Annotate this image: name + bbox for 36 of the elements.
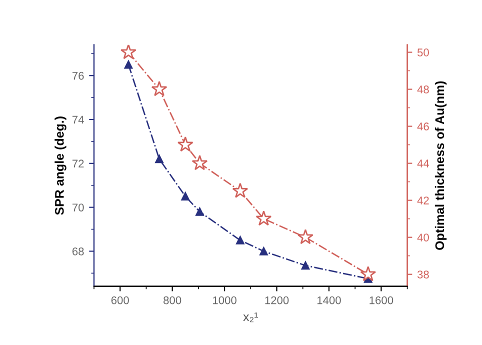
y2-tick-label: 38 [417, 270, 429, 278]
y2-axis-title: Optimal thickness of Au(nm) [434, 81, 447, 250]
y-tick-label: 76 [72, 72, 84, 80]
point [232, 182, 248, 198]
y2-tick-label: 44 [417, 160, 430, 168]
point [181, 192, 190, 201]
point [260, 247, 268, 256]
point [177, 136, 194, 152]
y-tick-label: 68 [72, 247, 84, 256]
y2-tick-label: 48 [417, 86, 429, 94]
point [196, 208, 204, 216]
point [124, 60, 133, 69]
x-tick-label: 800 [164, 296, 182, 304]
y-tick-label: 72 [72, 160, 84, 168]
x-axis-title: x₂¹ [243, 312, 258, 322]
point [301, 261, 310, 270]
point [360, 266, 376, 282]
x-tick-label: 1400 [317, 296, 341, 304]
y2-tick-label: 46 [417, 122, 429, 130]
x-tick-label: 1600 [370, 296, 394, 304]
point [192, 154, 208, 170]
y2-tick-label: 40 [417, 234, 429, 242]
x-tick-label: 1000 [213, 296, 236, 304]
point [298, 228, 314, 244]
x-tick-label: 1200 [265, 296, 289, 304]
point [256, 210, 272, 226]
y2-tick-label: 42 [417, 196, 429, 204]
x-tick-label: 600 [111, 296, 129, 304]
point [236, 236, 244, 244]
y-tick-label: 74 [72, 116, 84, 124]
y2-tick-label: 50 [417, 48, 429, 56]
point [151, 80, 168, 96]
y-axis-title: SPR angle (deg.) [54, 116, 66, 215]
point [155, 154, 164, 164]
point [120, 44, 136, 60]
y-tick-label: 70 [72, 204, 84, 212]
